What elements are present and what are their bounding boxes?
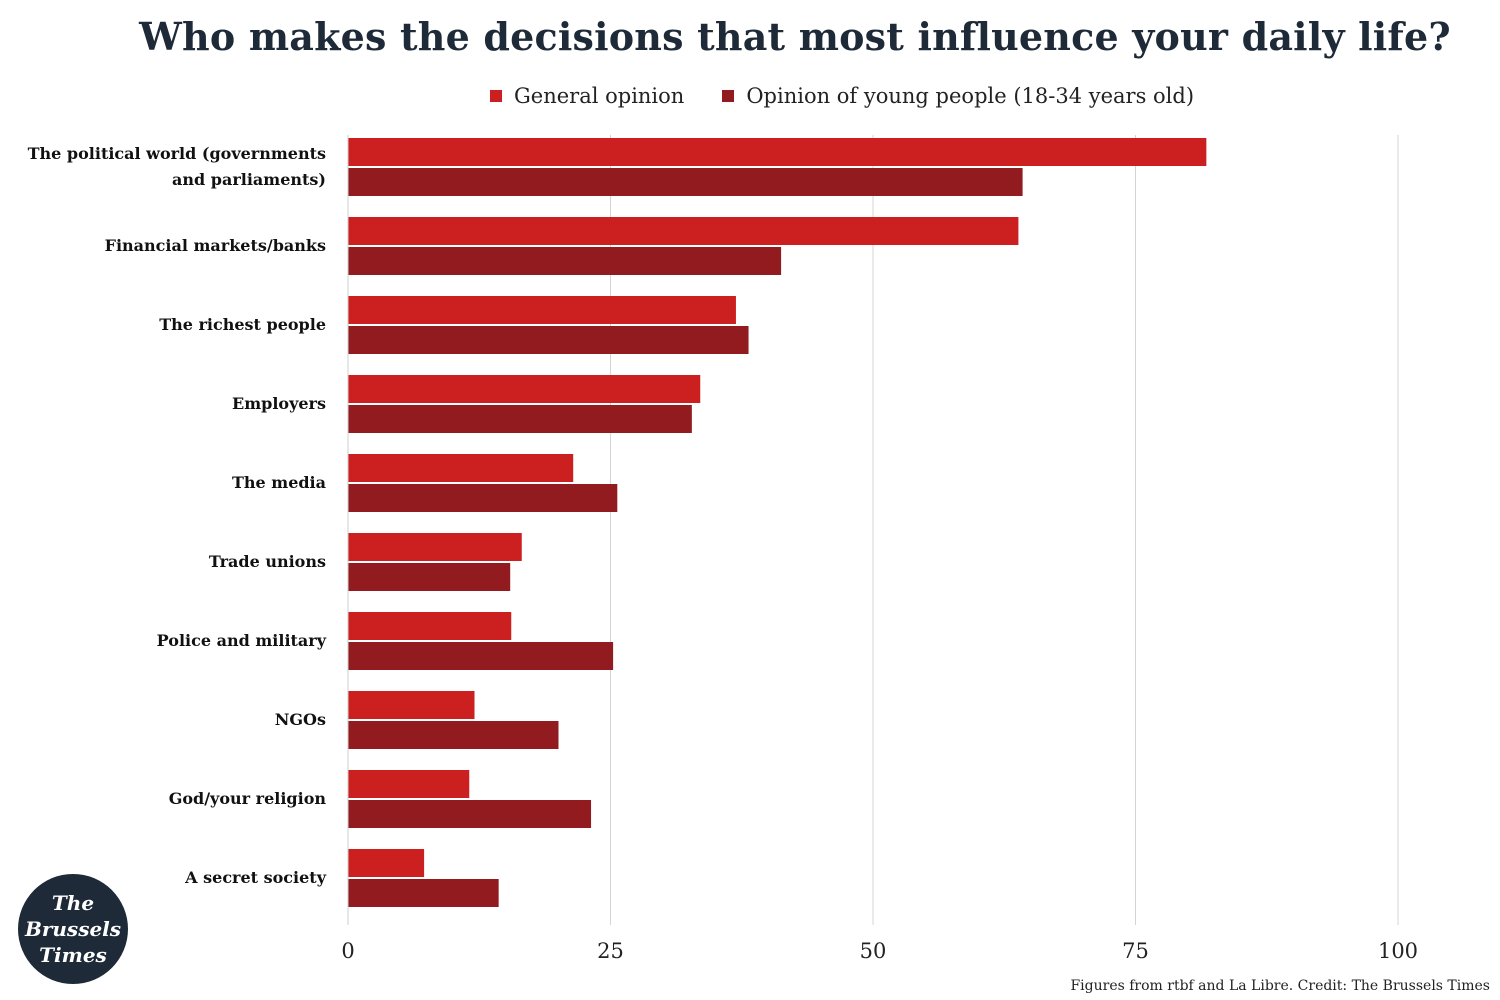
category-label-5: Trade unions — [209, 552, 326, 571]
legend-item-young: Opinion of young people (18-34 years old… — [722, 84, 1194, 108]
bar-general-0 — [348, 138, 1207, 166]
bar-young-2 — [348, 326, 749, 354]
bar-young-6 — [348, 642, 614, 670]
x-tick-label-0: 0 — [341, 939, 354, 963]
category-label-1: Financial markets/banks — [105, 236, 326, 255]
bar-general-9 — [348, 849, 425, 877]
bar-general-1 — [348, 217, 1019, 245]
bar-general-2 — [348, 296, 736, 324]
bar-general-5 — [348, 533, 522, 561]
legend-swatch-young — [722, 90, 735, 102]
bar-young-1 — [348, 247, 782, 275]
source-credit: Figures from rtbf and La Libre. Credit: … — [1070, 978, 1490, 994]
bar-young-5 — [348, 563, 511, 591]
category-label-6: Police and military — [157, 631, 327, 650]
category-label-7: NGOs — [275, 710, 326, 729]
legend-label-general: General opinion — [514, 84, 685, 108]
bar-young-4 — [348, 484, 618, 512]
bar-general-4 — [348, 454, 574, 482]
bar-young-9 — [348, 879, 499, 907]
logo-line-1: The — [51, 891, 95, 915]
logo-line-3: Times — [39, 943, 107, 967]
brussels-times-logo: The Brussels Times — [18, 874, 128, 984]
category-label-8: God/your religion — [169, 789, 327, 808]
bar-young-8 — [348, 800, 592, 828]
legend-item-general: General opinion — [490, 84, 684, 108]
bar-general-8 — [348, 770, 470, 798]
category-label-2: The richest people — [159, 315, 326, 334]
chart-title: Who makes the decisions that most influe… — [139, 14, 1451, 59]
x-tick-label-50: 50 — [860, 939, 887, 963]
bar-general-7 — [348, 691, 475, 719]
legend: General opinion Opinion of young people … — [0, 84, 1500, 108]
category-label-3: Employers — [232, 394, 326, 413]
bar-general-3 — [348, 375, 701, 403]
category-label-0-line-1: and parliaments) — [172, 170, 326, 189]
category-label-0-line-0: The political world (governments — [28, 144, 326, 163]
category-label-9: A secret society — [184, 868, 327, 887]
logo-line-2: Brussels — [24, 917, 122, 941]
x-tick-label-100: 100 — [1378, 939, 1418, 963]
bar-general-6 — [348, 612, 512, 640]
x-tick-label-25: 25 — [597, 939, 624, 963]
x-tick-label-75: 75 — [1122, 939, 1149, 963]
legend-label-young: Opinion of young people (18-34 years old… — [746, 84, 1195, 108]
legend-swatch-general — [490, 90, 502, 102]
category-label-4: The media — [232, 473, 326, 492]
bar-young-0 — [348, 168, 1023, 196]
bar-young-3 — [348, 405, 692, 433]
bar-young-7 — [348, 721, 559, 749]
